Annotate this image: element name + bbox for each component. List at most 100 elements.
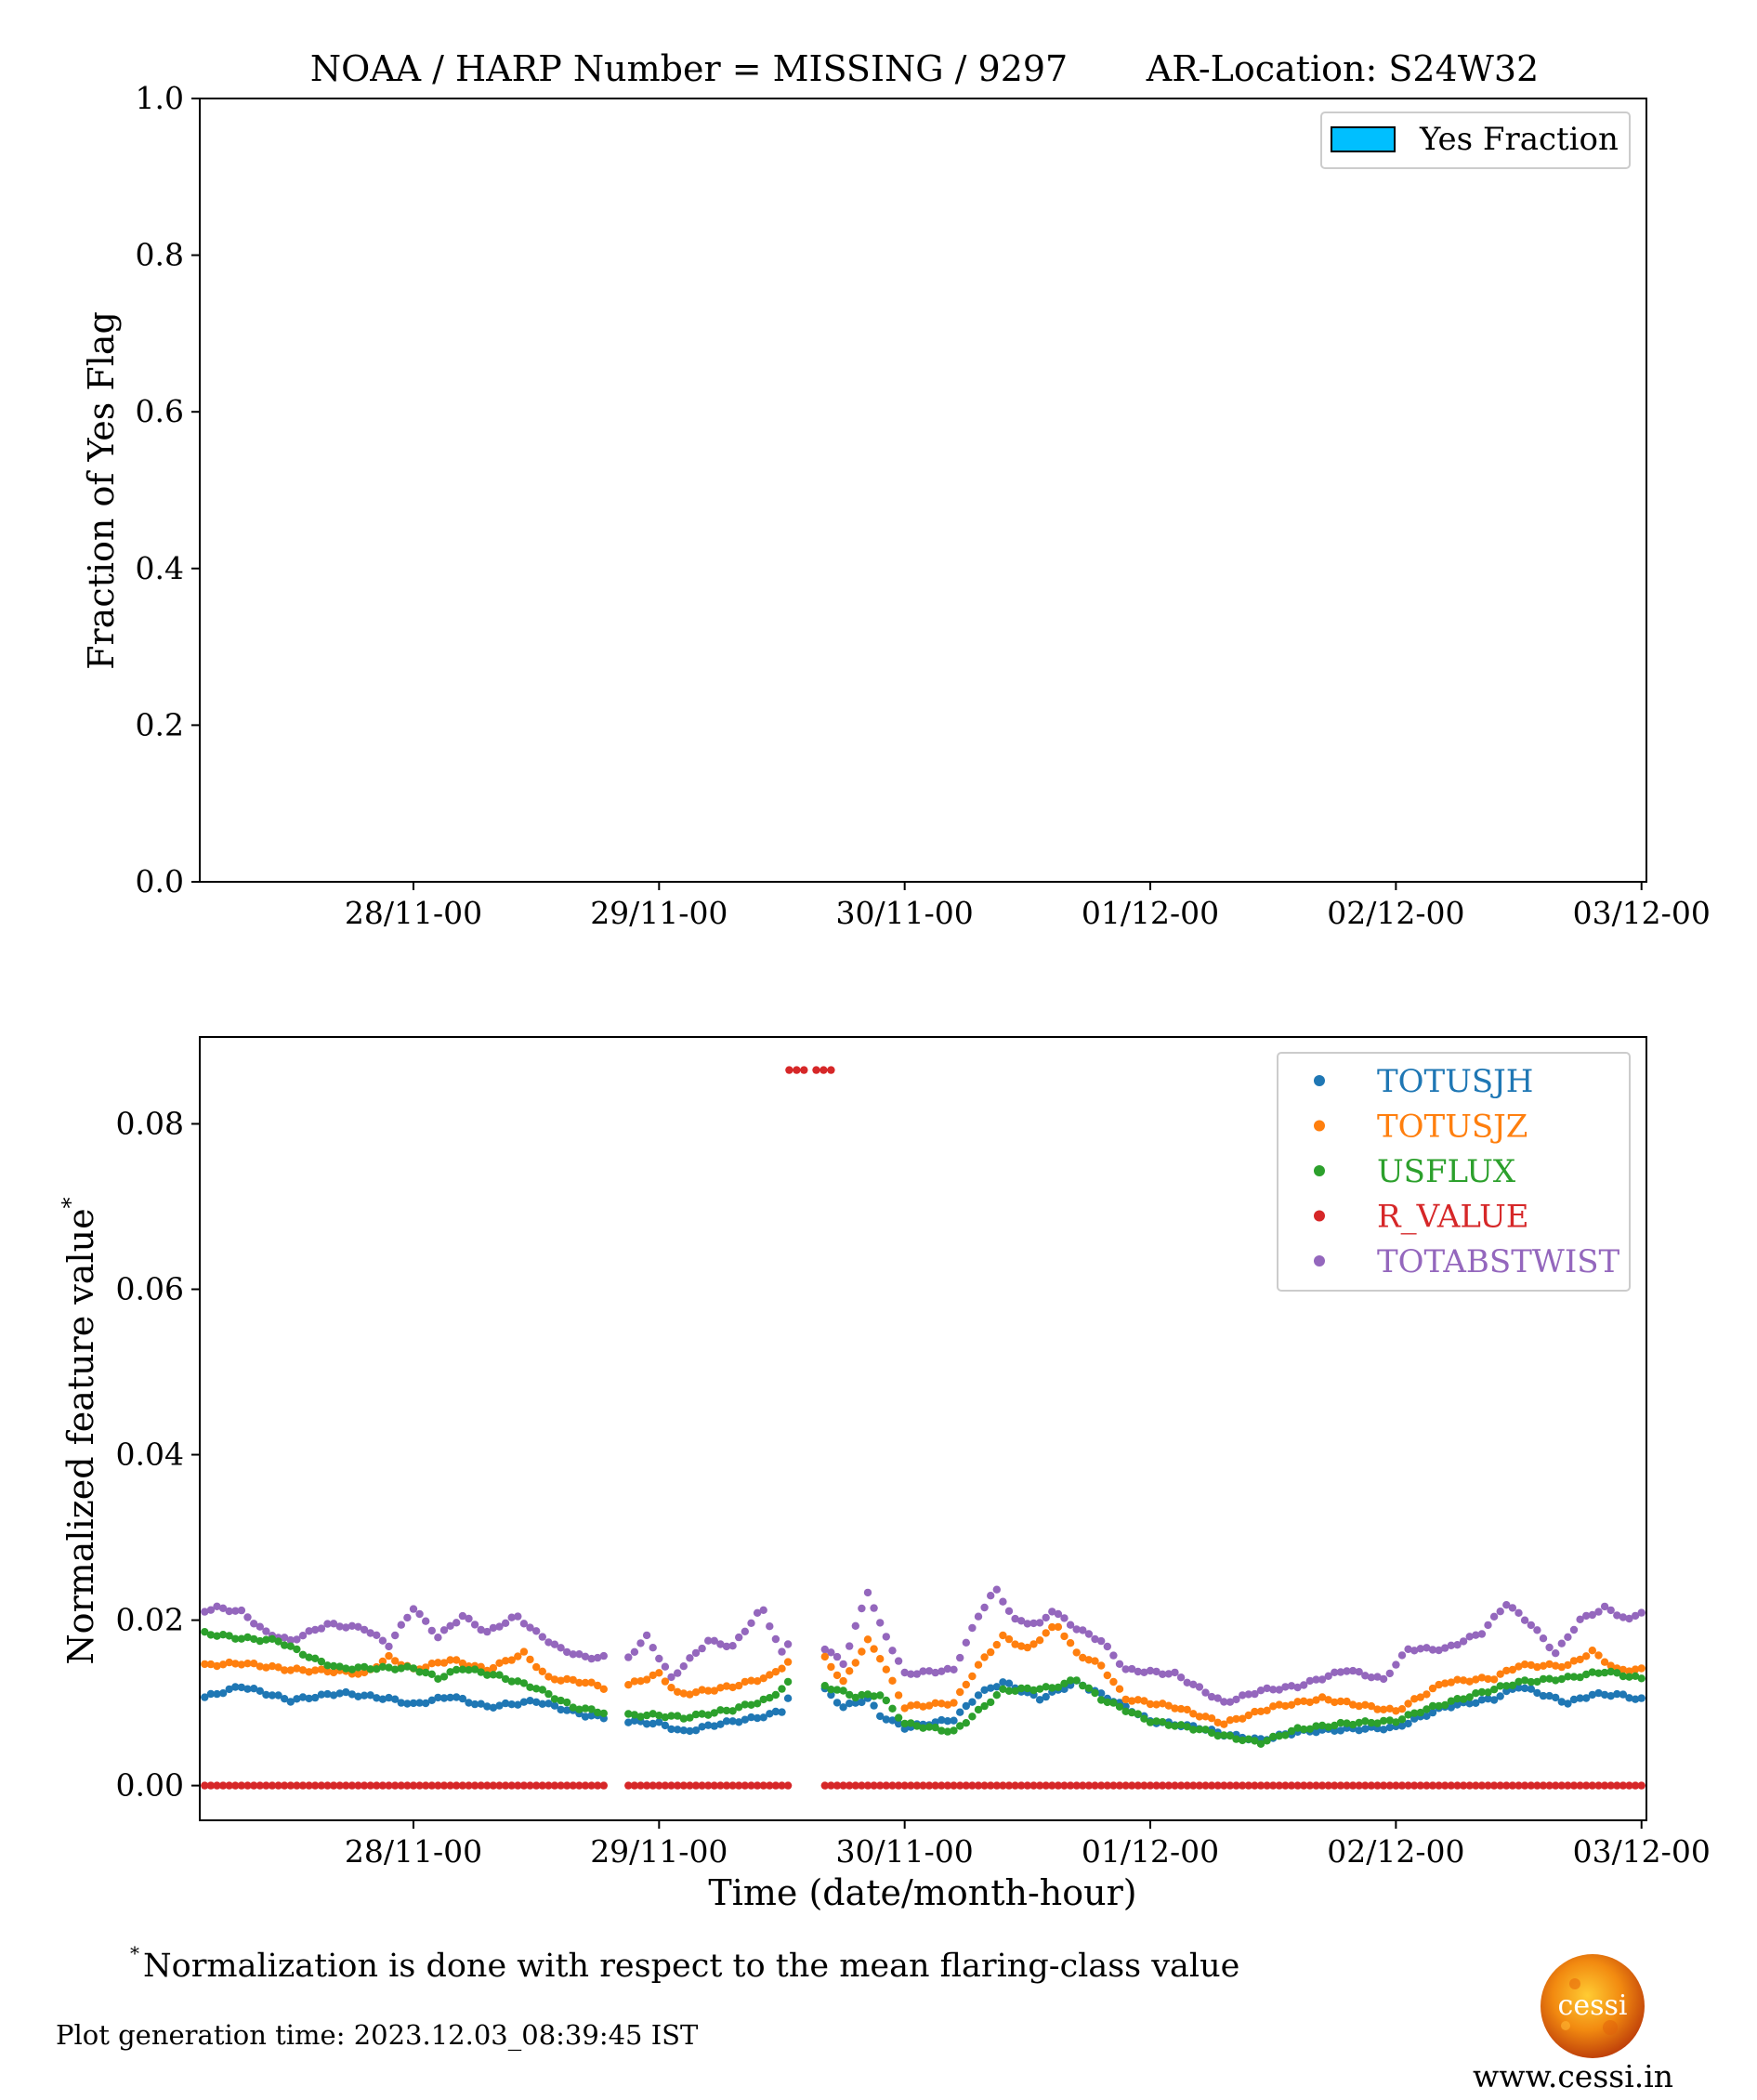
data-point [1079, 1781, 1087, 1790]
data-point [1263, 1781, 1271, 1790]
data-point [281, 1666, 289, 1674]
data-point [1564, 1633, 1572, 1642]
data-point [1029, 1619, 1038, 1628]
data-point [1520, 1616, 1529, 1624]
top-xticks: 28/11-00 29/11-00 30/11-00 01/12-00 02/12-00… [345, 882, 1711, 931]
data-point [519, 1679, 529, 1687]
data-point [1472, 1631, 1480, 1639]
data-point [1066, 1676, 1075, 1685]
data-point [851, 1781, 859, 1790]
data-point [1004, 1687, 1014, 1696]
data-point [1428, 1701, 1437, 1711]
data-point [722, 1717, 731, 1726]
data-point [882, 1633, 890, 1641]
data-point [870, 1781, 878, 1790]
data-point [1594, 1669, 1603, 1677]
data-point [1404, 1781, 1412, 1790]
data-point [1348, 1720, 1357, 1729]
data-point [1527, 1621, 1536, 1630]
data-point [1502, 1666, 1511, 1675]
data-point [728, 1707, 737, 1715]
data-point [1305, 1725, 1315, 1734]
data-point [1373, 1781, 1382, 1790]
data-point [1397, 1781, 1407, 1790]
data-point [987, 1592, 995, 1600]
data-point [1091, 1657, 1099, 1665]
data-point [1631, 1611, 1640, 1621]
data-point [624, 1718, 633, 1726]
data-point [812, 1066, 820, 1074]
data-point [1392, 1781, 1400, 1790]
data-point [888, 1781, 897, 1790]
data-point [569, 1675, 577, 1685]
data-point [1576, 1694, 1584, 1702]
data-point [311, 1654, 320, 1663]
data-point [1244, 1781, 1253, 1790]
data-point [661, 1713, 670, 1722]
footnote-mark: * [130, 1942, 139, 1964]
data-point [1600, 1668, 1609, 1677]
data-point [409, 1605, 418, 1613]
data-point [943, 1664, 952, 1673]
data-point [1220, 1781, 1228, 1790]
data-point [956, 1781, 964, 1790]
data-point [1410, 1709, 1419, 1717]
data-point [243, 1781, 252, 1790]
data-point [820, 1645, 829, 1654]
data-point [1213, 1731, 1222, 1740]
data-point [1564, 1660, 1572, 1670]
data-point [323, 1689, 332, 1699]
data-point [397, 1621, 405, 1629]
data-point [667, 1684, 675, 1692]
data-point [1201, 1713, 1210, 1721]
data-point [1146, 1700, 1155, 1709]
data-point [385, 1781, 393, 1790]
data-point [305, 1653, 313, 1661]
data-point [735, 1781, 743, 1790]
data-point [1017, 1642, 1026, 1650]
data-point [1576, 1615, 1584, 1624]
data-point [1527, 1660, 1536, 1670]
bottom-plot-area [201, 1066, 1646, 1790]
data-point [876, 1619, 885, 1627]
data-point [642, 1675, 651, 1684]
data-point [1312, 1781, 1320, 1790]
data-point [1281, 1683, 1290, 1691]
data-point [820, 1781, 829, 1790]
data-point [919, 1724, 927, 1732]
data-point [1152, 1717, 1160, 1726]
data-point [439, 1659, 449, 1667]
data-point [1183, 1723, 1191, 1731]
data-point [1079, 1653, 1087, 1662]
data-point [557, 1676, 565, 1685]
data-point [415, 1699, 424, 1707]
data-point [218, 1689, 228, 1698]
data-point [1066, 1639, 1075, 1647]
data-point [968, 1781, 977, 1790]
data-point [557, 1705, 565, 1714]
data-point [698, 1781, 706, 1790]
data-point [1232, 1714, 1240, 1724]
data-point [581, 1678, 590, 1687]
data-point [213, 1689, 221, 1699]
data-point [342, 1781, 350, 1790]
data-point [1379, 1674, 1388, 1684]
data-point [1281, 1731, 1290, 1739]
data-point [286, 1635, 295, 1645]
data-point [1373, 1673, 1382, 1681]
data-point [1251, 1689, 1259, 1699]
data-point [594, 1681, 602, 1690]
data-point [938, 1715, 946, 1725]
data-point [980, 1781, 989, 1790]
data-point [766, 1671, 774, 1679]
data-point [642, 1781, 651, 1790]
data-point [679, 1781, 688, 1790]
yes-fraction-legend-label: Yes Fraction [1419, 121, 1619, 158]
data-point [1115, 1685, 1124, 1693]
data-point [1489, 1686, 1499, 1694]
data-point [919, 1667, 927, 1675]
data-point [1465, 1633, 1474, 1641]
data-point [213, 1661, 221, 1671]
data-point [827, 1662, 835, 1672]
data-point [1146, 1781, 1155, 1790]
